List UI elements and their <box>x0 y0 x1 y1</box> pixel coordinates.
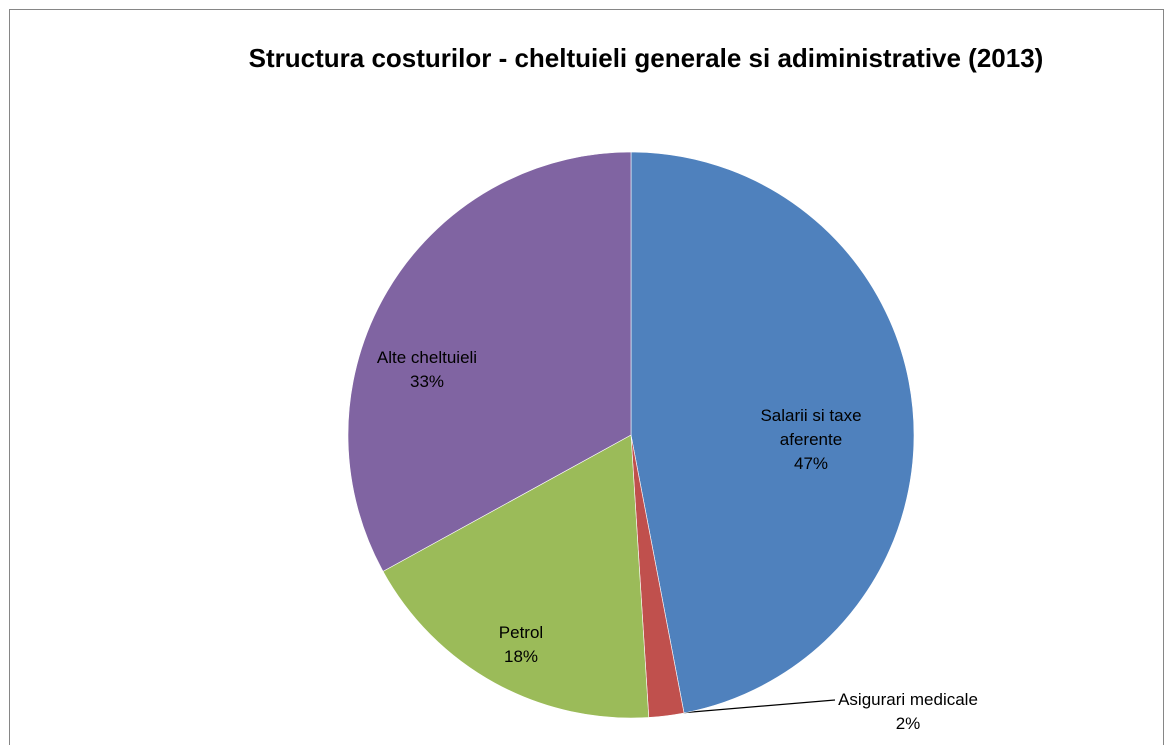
leader-line <box>667 699 836 715</box>
pie-slice <box>382 434 650 719</box>
slice-name: Alte cheltuieli <box>376 348 478 367</box>
chart-title: Structura costurilor - cheltuieli genera… <box>248 43 1044 73</box>
data-label: Salarii si taxe aferente 47% <box>736 404 886 476</box>
data-label: Petrol 18% <box>461 621 581 669</box>
chart-frame <box>9 9 1164 745</box>
slice-value: 33% <box>409 372 445 391</box>
slice-value: 2% <box>895 714 921 733</box>
pie-slice <box>347 151 632 572</box>
data-label: Alte cheltuieli 33% <box>347 346 507 394</box>
slice-value: 47% <box>793 454 829 473</box>
slice-name: Salarii si taxe aferente <box>760 406 862 449</box>
pie-slice <box>630 151 915 714</box>
slice-name: Asigurari medicale <box>838 690 978 709</box>
data-label: Asigurari medicale 2% <box>808 688 1008 736</box>
slice-name: Petrol <box>498 623 544 642</box>
slice-value: 18% <box>503 647 539 666</box>
